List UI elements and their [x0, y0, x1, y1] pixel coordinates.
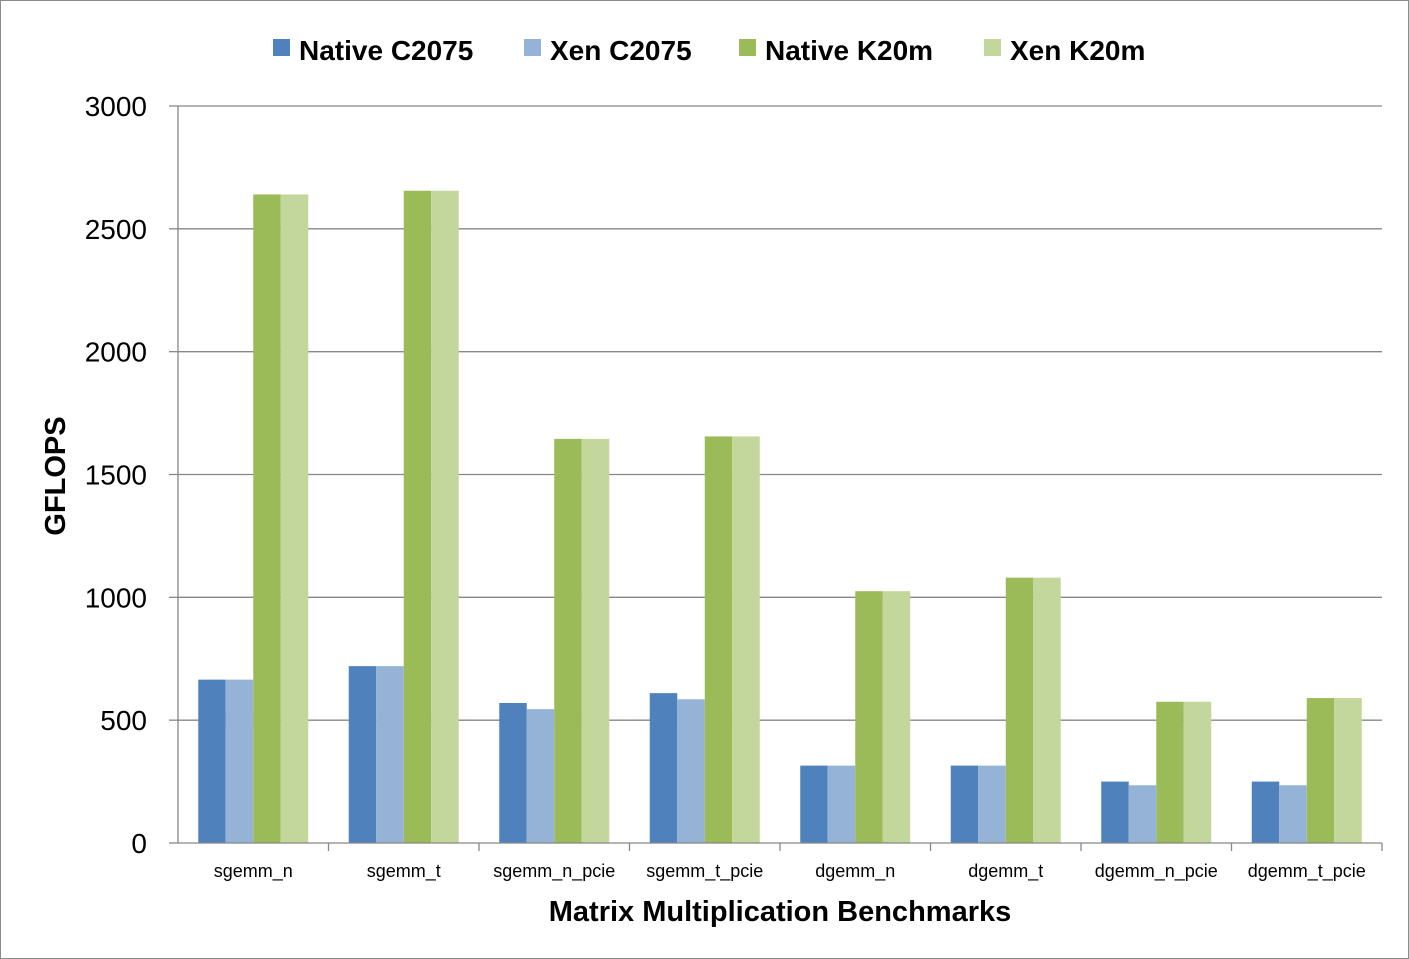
bar — [1334, 698, 1362, 843]
y-tick-label: 1500 — [85, 460, 147, 491]
bar — [677, 699, 705, 843]
x-tick-label: dgemm_n — [815, 861, 895, 882]
bar — [882, 591, 911, 843]
legend-label: Native C2075 — [299, 35, 473, 66]
bar — [403, 190, 432, 843]
legend-label: Xen C2075 — [550, 35, 692, 66]
bar — [554, 438, 582, 843]
y-tick-label: 3000 — [85, 91, 147, 122]
bar — [978, 765, 1006, 843]
y-tick-label: 1000 — [85, 582, 147, 613]
bar — [649, 693, 678, 843]
bar — [526, 709, 555, 843]
bars — [198, 190, 1362, 843]
x-tick-label: dgemm_t — [968, 861, 1043, 882]
bar — [1279, 785, 1307, 843]
y-tick-label: 2000 — [85, 337, 147, 368]
bar — [827, 765, 856, 843]
y-tick-label: 0 — [131, 828, 147, 859]
bar — [950, 765, 979, 843]
legend: Native C2075 Xen C2075 Native K20m Xen K20m — [273, 35, 1145, 66]
x-tick-label: sgemm_n_pcie — [493, 861, 615, 882]
bar — [280, 194, 309, 843]
bar — [1251, 781, 1280, 843]
bar — [704, 436, 733, 843]
legend-label: Native K20m — [765, 35, 933, 66]
bar — [499, 702, 527, 843]
bar — [198, 679, 226, 843]
bar — [431, 190, 459, 843]
bar — [581, 438, 610, 843]
x-axis-title: Matrix Multiplication Benchmarks — [549, 896, 1012, 928]
y-tick-label: 2500 — [85, 214, 147, 245]
legend-label: Xen K20m — [1010, 35, 1145, 66]
x-tick-label: sgemm_t_pcie — [646, 861, 763, 882]
bar — [732, 436, 760, 843]
y-tick-label: 500 — [100, 705, 147, 736]
legend-swatch — [984, 39, 1001, 56]
bar — [1128, 785, 1157, 843]
bar — [225, 679, 254, 843]
bar — [1033, 577, 1061, 843]
x-tick-label: sgemm_t — [367, 861, 441, 882]
bar — [800, 765, 828, 843]
bar — [1101, 781, 1129, 843]
bar — [253, 194, 281, 843]
bar — [1306, 698, 1335, 843]
legend-swatch — [524, 39, 541, 56]
legend-swatch — [739, 39, 756, 56]
x-tick-label: dgemm_n_pcie — [1095, 861, 1218, 882]
bar — [348, 666, 377, 843]
gridlines — [178, 105, 1382, 721]
x-tick-label: dgemm_t_pcie — [1248, 861, 1366, 882]
legend-swatch — [273, 39, 290, 56]
axes: 0 500 1000 1500 2000 2500 3000 sgemm_n sgemm_t sg… — [85, 91, 1383, 882]
x-tick-label: sgemm_n — [214, 861, 293, 882]
bar — [1156, 701, 1184, 843]
bar — [376, 666, 404, 843]
bar — [1005, 577, 1034, 843]
bar — [855, 591, 883, 843]
y-axis-title: GFLOPS — [40, 416, 72, 535]
bar — [1183, 701, 1212, 843]
